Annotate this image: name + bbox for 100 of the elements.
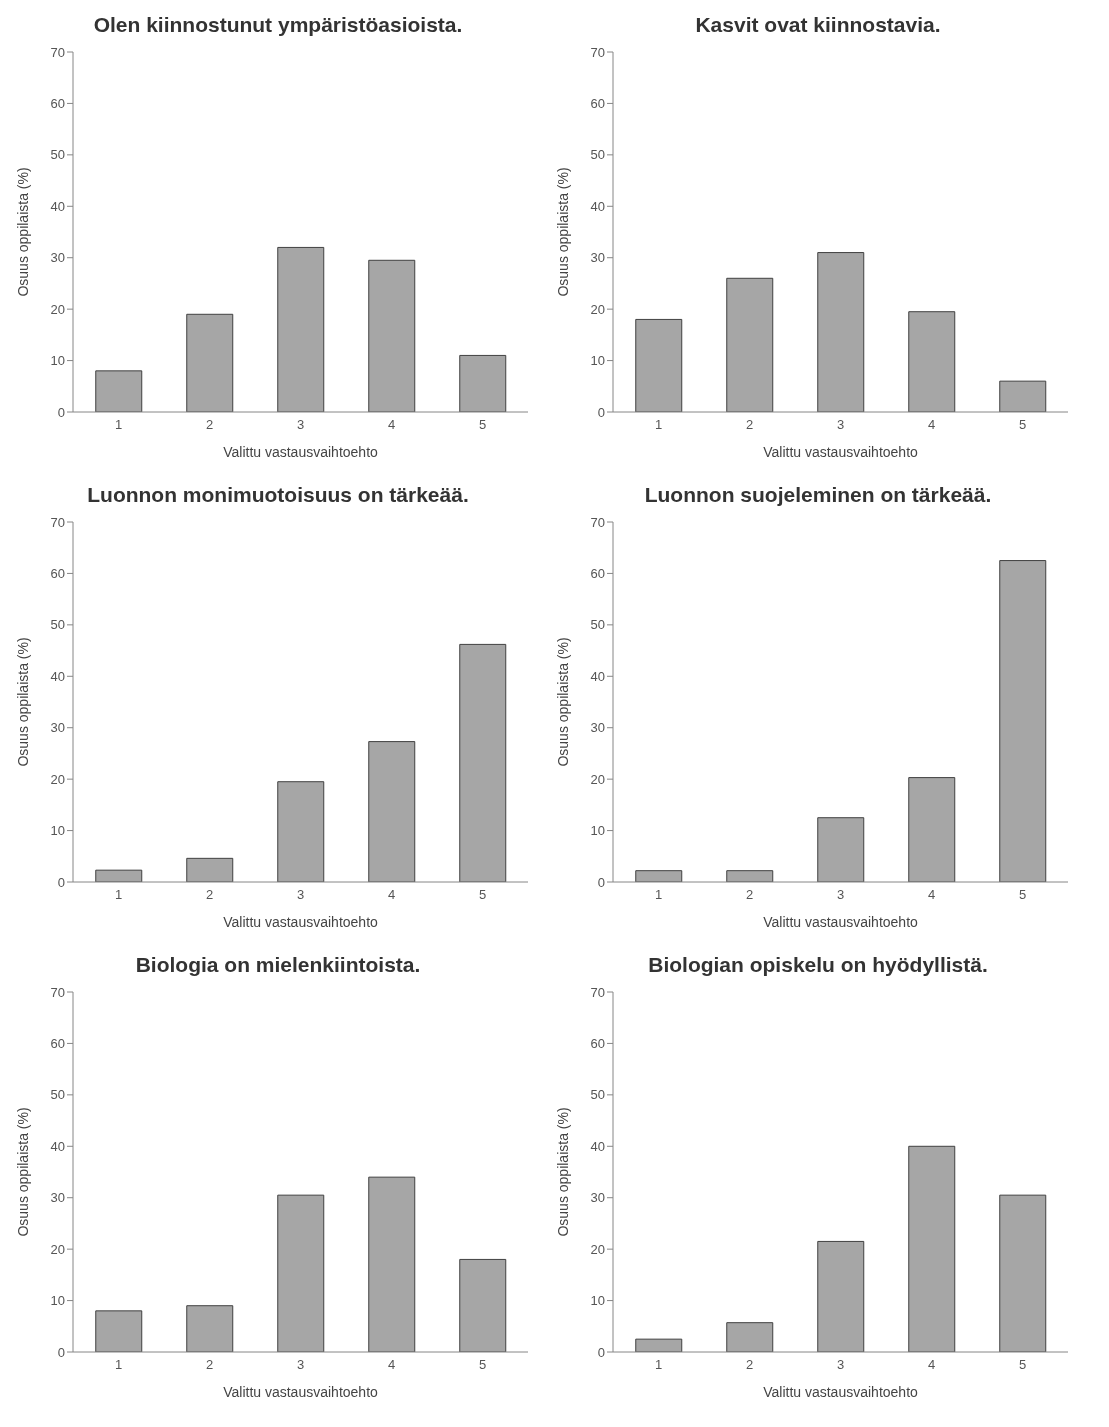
chart-title: Biologia on mielenkiintoista.	[134, 952, 422, 978]
chart-title: Kasvit ovat kiinnostavia.	[694, 12, 942, 38]
y-tick-label: 50	[50, 617, 65, 633]
x-tick-label: 3	[836, 1357, 845, 1373]
y-tick-label: 20	[50, 771, 65, 787]
x-axis-title: Valittu vastausvaihtoehto	[223, 914, 379, 930]
y-tick-label: 50	[50, 1087, 65, 1103]
y-tick-label: 30	[590, 250, 605, 266]
y-tick-label: 40	[590, 668, 605, 684]
x-tick-label: 1	[114, 887, 123, 903]
chart-title: Olen kiinnostunut ympäristöasioista.	[92, 12, 464, 38]
bar	[277, 246, 325, 412]
x-tick-label: 4	[387, 417, 396, 433]
bar	[459, 643, 507, 882]
bar	[999, 560, 1047, 882]
bar	[726, 1322, 774, 1352]
y-tick-label: 40	[590, 1138, 605, 1154]
bar	[635, 1338, 683, 1352]
x-tick-label: 2	[205, 887, 214, 903]
y-axis-title: Osuus oppilaista (%)	[14, 1107, 31, 1237]
y-tick-label: 0	[597, 874, 605, 890]
bar	[999, 380, 1047, 412]
bar	[368, 741, 416, 882]
bar	[817, 252, 865, 412]
x-tick-label: 3	[836, 417, 845, 433]
y-tick-label: 40	[50, 198, 65, 214]
bar	[277, 1194, 325, 1352]
bar	[908, 1145, 956, 1352]
x-axis-title: Valittu vastausvaihtoehto	[763, 914, 919, 930]
bar	[186, 857, 234, 882]
x-tick-label: 5	[478, 1357, 487, 1373]
x-tick-label: 2	[205, 417, 214, 433]
x-tick-label: 3	[296, 417, 305, 433]
x-tick-label: 4	[927, 417, 936, 433]
y-tick-label: 40	[50, 668, 65, 684]
chart-title: Luonnon suojeleminen on tärkeää.	[643, 482, 993, 508]
y-axis-title: Osuus oppilaista (%)	[14, 167, 31, 297]
y-tick-label: 70	[50, 44, 65, 60]
y-axis-title: Osuus oppilaista (%)	[554, 167, 571, 297]
y-tick-label: 30	[590, 720, 605, 736]
bar	[635, 318, 683, 412]
y-tick-label: 0	[57, 404, 65, 420]
y-tick-label: 60	[50, 566, 65, 582]
y-tick-label: 50	[50, 147, 65, 163]
bar	[368, 259, 416, 412]
y-tick-label: 20	[590, 771, 605, 787]
y-axis-title: Osuus oppilaista (%)	[554, 1107, 571, 1237]
y-tick-label: 60	[50, 1036, 65, 1052]
bar	[635, 870, 683, 882]
x-tick-label: 1	[114, 1357, 123, 1373]
y-tick-label: 40	[590, 198, 605, 214]
y-tick-label: 70	[590, 44, 605, 60]
x-tick-label: 5	[1018, 417, 1027, 433]
bar	[817, 1240, 865, 1352]
x-tick-label: 2	[745, 887, 754, 903]
x-tick-label: 3	[296, 1357, 305, 1373]
y-tick-label: 30	[50, 720, 65, 736]
x-tick-label: 5	[1018, 1357, 1027, 1373]
x-tick-label: 1	[654, 417, 663, 433]
y-tick-label: 30	[590, 1190, 605, 1206]
y-tick-label: 10	[50, 1293, 65, 1309]
x-tick-label: 1	[654, 1357, 663, 1373]
x-tick-label: 4	[927, 1357, 936, 1373]
bar	[368, 1176, 416, 1352]
chart-title: Luonnon monimuotoisuus on tärkeää.	[86, 482, 470, 508]
y-axis-title: Osuus oppilaista (%)	[554, 637, 571, 767]
y-tick-label: 20	[590, 301, 605, 317]
bar	[908, 777, 956, 882]
x-tick-label: 1	[114, 417, 123, 433]
y-tick-label: 10	[50, 353, 65, 369]
y-tick-label: 0	[597, 404, 605, 420]
bar	[459, 1258, 507, 1352]
bar	[186, 313, 234, 412]
bar	[95, 1310, 143, 1352]
x-axis-title: Valittu vastausvaihtoehto	[763, 1384, 919, 1400]
bar	[817, 817, 865, 882]
y-tick-label: 20	[50, 301, 65, 317]
bar	[459, 354, 507, 412]
y-tick-label: 0	[57, 1344, 65, 1360]
x-tick-label: 2	[745, 1357, 754, 1373]
y-tick-label: 70	[590, 514, 605, 530]
x-tick-label: 4	[927, 887, 936, 903]
bar	[726, 870, 774, 882]
x-tick-label: 1	[654, 887, 663, 903]
y-tick-label: 30	[50, 1190, 65, 1206]
y-tick-label: 10	[590, 353, 605, 369]
x-tick-label: 4	[387, 887, 396, 903]
y-tick-label: 60	[50, 96, 65, 112]
y-tick-label: 70	[50, 984, 65, 1000]
x-axis-title: Valittu vastausvaihtoehto	[223, 444, 379, 460]
bar	[277, 781, 325, 882]
bar	[908, 311, 956, 412]
y-tick-label: 50	[590, 147, 605, 163]
x-tick-label: 5	[478, 887, 487, 903]
bar	[999, 1194, 1047, 1352]
bar	[186, 1305, 234, 1352]
y-tick-label: 70	[590, 984, 605, 1000]
x-tick-label: 3	[836, 887, 845, 903]
y-tick-label: 70	[50, 514, 65, 530]
y-axis-title: Osuus oppilaista (%)	[14, 637, 31, 767]
